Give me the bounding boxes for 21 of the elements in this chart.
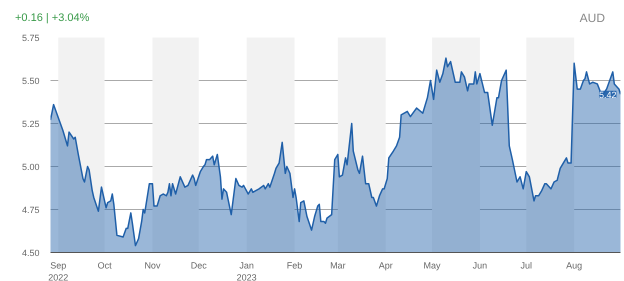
x-tick-label: Mar <box>330 260 346 270</box>
x-tick-label: Aug <box>566 260 582 270</box>
x-tick-label: Sep 2022 <box>48 260 68 281</box>
x-tick-label: Oct <box>98 260 112 270</box>
text: AUD <box>580 10 605 27</box>
x-tick-label: Dec <box>190 260 208 270</box>
annotation: 5.42 <box>598 90 617 100</box>
y-tick-label: 5.00 <box>22 162 40 172</box>
y-tick-label: 5.50 <box>22 76 40 86</box>
x-tick-label: Nov <box>144 260 161 270</box>
x-tick-label: Jun <box>472 260 488 270</box>
x-tick-label: May <box>424 260 442 270</box>
y-tick-label: 4.50 <box>22 248 40 258</box>
text: +0.16 | +3.04% <box>15 11 90 26</box>
y-tick-label: 5.25 <box>22 119 40 129</box>
y-tick-label: 5.75 <box>22 33 40 43</box>
x-tick-label: Jul <box>520 260 532 270</box>
x-tick-label: Jan 2023 <box>236 260 257 281</box>
x-tick-label: Feb <box>286 260 302 270</box>
y-tick-label: 4.75 <box>22 205 40 215</box>
x-tick-label: Apr <box>378 260 393 270</box>
